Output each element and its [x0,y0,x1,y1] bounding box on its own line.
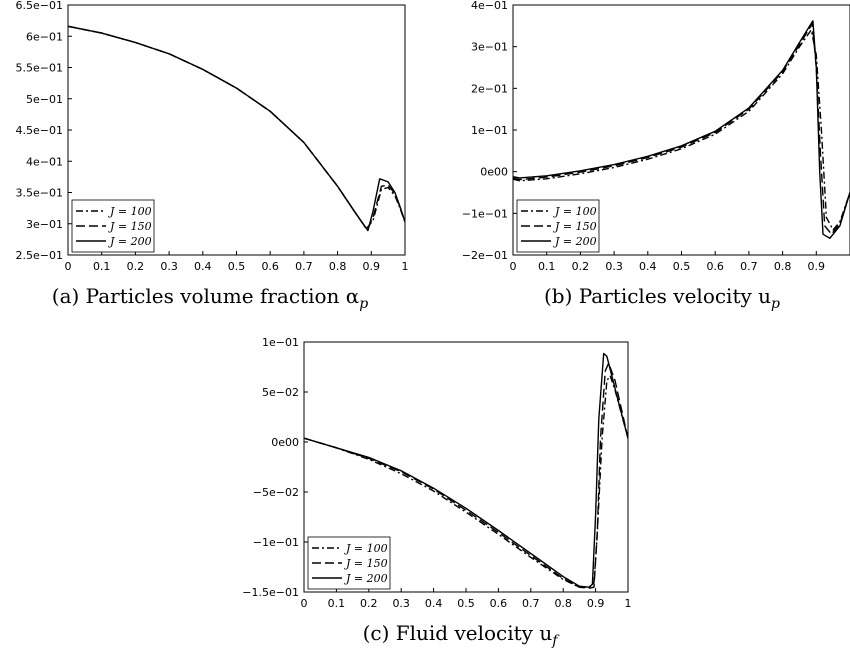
x-tick-label: 0.6 [261,260,279,273]
x-tick-label: 0.9 [363,260,381,273]
series-line-3 [513,20,850,239]
x-tick-label: 0.8 [554,597,572,610]
x-tick-label: 0 [510,260,517,273]
x-tick-label: 0.9 [808,260,826,273]
legend-label: J = 150 [553,220,597,233]
y-tick-label: 0e00 [271,436,299,449]
x-tick-label: 0.5 [457,597,475,610]
x-tick-label: 0.1 [93,260,111,273]
x-tick-label: 0.2 [127,260,145,273]
legend-label: J = 100 [108,205,152,218]
x-tick-label: 0.7 [295,260,313,273]
x-tick-label: 0.8 [774,260,792,273]
x-tick-label: 0.1 [538,260,556,273]
x-tick-label: 0 [65,260,72,273]
y-tick-label: 6.5e−01 [16,0,63,12]
x-tick-label: 0.3 [605,260,623,273]
x-tick-label: 0.8 [329,260,347,273]
y-tick-label: 2e−01 [471,82,508,95]
series-line-3 [304,352,628,588]
y-tick-label: 5e−02 [262,386,299,399]
caption-subscript: f [551,633,560,649]
caption-subscript: p [359,296,368,312]
x-tick-label: 0.4 [639,260,657,273]
y-tick-label: 0e00 [480,166,508,179]
y-tick-label: 6e−01 [26,30,63,43]
x-tick-label: 0.1 [328,597,346,610]
series-line-2 [304,362,628,589]
series-line-1 [68,25,405,230]
y-tick-label: −1.5e−01 [242,586,299,599]
x-tick-label: 0.2 [360,597,378,610]
x-tick-label: 0.3 [392,597,410,610]
x-tick-label: 1 [625,597,632,610]
legend-label: J = 200 [553,235,597,248]
legend: J = 100 J = 150 J = 200 [307,536,391,590]
x-tick-label: 0.4 [194,260,212,273]
x-tick-label: 0.7 [740,260,758,273]
legend-box [307,536,391,590]
x-tick-label: 0.4 [425,597,443,610]
caption-subscript: p [771,296,780,312]
x-tick-label: 0.3 [160,260,178,273]
y-tick-label: −5e−02 [253,486,299,499]
x-tick-label: 0.6 [706,260,724,273]
legend: J = 100 J = 150 J = 200 [71,199,155,253]
y-tick-label: 3.5e−01 [16,187,63,200]
x-tick-label: 0.2 [572,260,590,273]
legend: J = 100 J = 150 J = 200 [516,199,600,253]
y-tick-label: 4e−01 [471,0,508,12]
legend-label: J = 150 [344,557,388,570]
panel-caption: (a) Particles volume fraction αp [52,284,369,312]
panel-caption: (b) Particles velocity up [544,284,780,312]
y-tick-label: −1e−01 [253,536,299,549]
y-tick-label: 4.5e−01 [16,124,63,137]
x-tick-label: 0.5 [228,260,246,273]
x-tick-label: 0.7 [522,597,540,610]
y-tick-label: 5e−01 [26,93,63,106]
legend-label: J = 100 [553,205,597,218]
y-tick-label: 4e−01 [26,155,63,168]
x-tick-label: 0.9 [587,597,605,610]
x-tick-label: 0.5 [673,260,691,273]
x-tick-label: 0.6 [490,597,508,610]
series-line-2 [513,23,850,235]
chart-panel-1: 0 0.1 0.2 0.3 0.4 0.5 0.6 0.7 0.8 0.9 1 2.5e−01 3e−0… [16,0,409,312]
x-tick-label: 1 [402,260,409,273]
legend-box [71,199,155,253]
series-line-2 [68,25,405,231]
panel-caption: (c) Fluid velocity uf [363,621,561,649]
y-tick-label: 3e−01 [26,218,63,231]
chart-panel-2: 0 0.1 0.2 0.3 0.4 0.5 0.6 0.7 0.8 0.9 −2e−01 −1e−01… [462,0,850,312]
y-tick-label: 5.5e−01 [16,62,63,75]
series-line-1 [513,29,850,231]
legend-label: J = 200 [344,572,388,585]
y-tick-label: 1e−01 [262,336,299,349]
legend-label: J = 150 [108,220,152,233]
legend-box [516,199,600,253]
y-tick-label: 3e−01 [471,41,508,54]
y-tick-label: 1e−01 [471,124,508,137]
y-tick-label: −1e−01 [462,207,508,220]
y-tick-label: −2e−01 [462,249,508,262]
x-tick-label: 0 [301,597,308,610]
y-tick-label: 2.5e−01 [16,249,63,262]
legend-label: J = 200 [108,235,152,248]
legend-label: J = 100 [344,542,388,555]
series-line-3 [68,25,405,232]
chart-panel-3: 0 0.1 0.2 0.3 0.4 0.5 0.6 0.7 0.8 0.9 1 −1.5e−01 −1e… [242,336,631,649]
